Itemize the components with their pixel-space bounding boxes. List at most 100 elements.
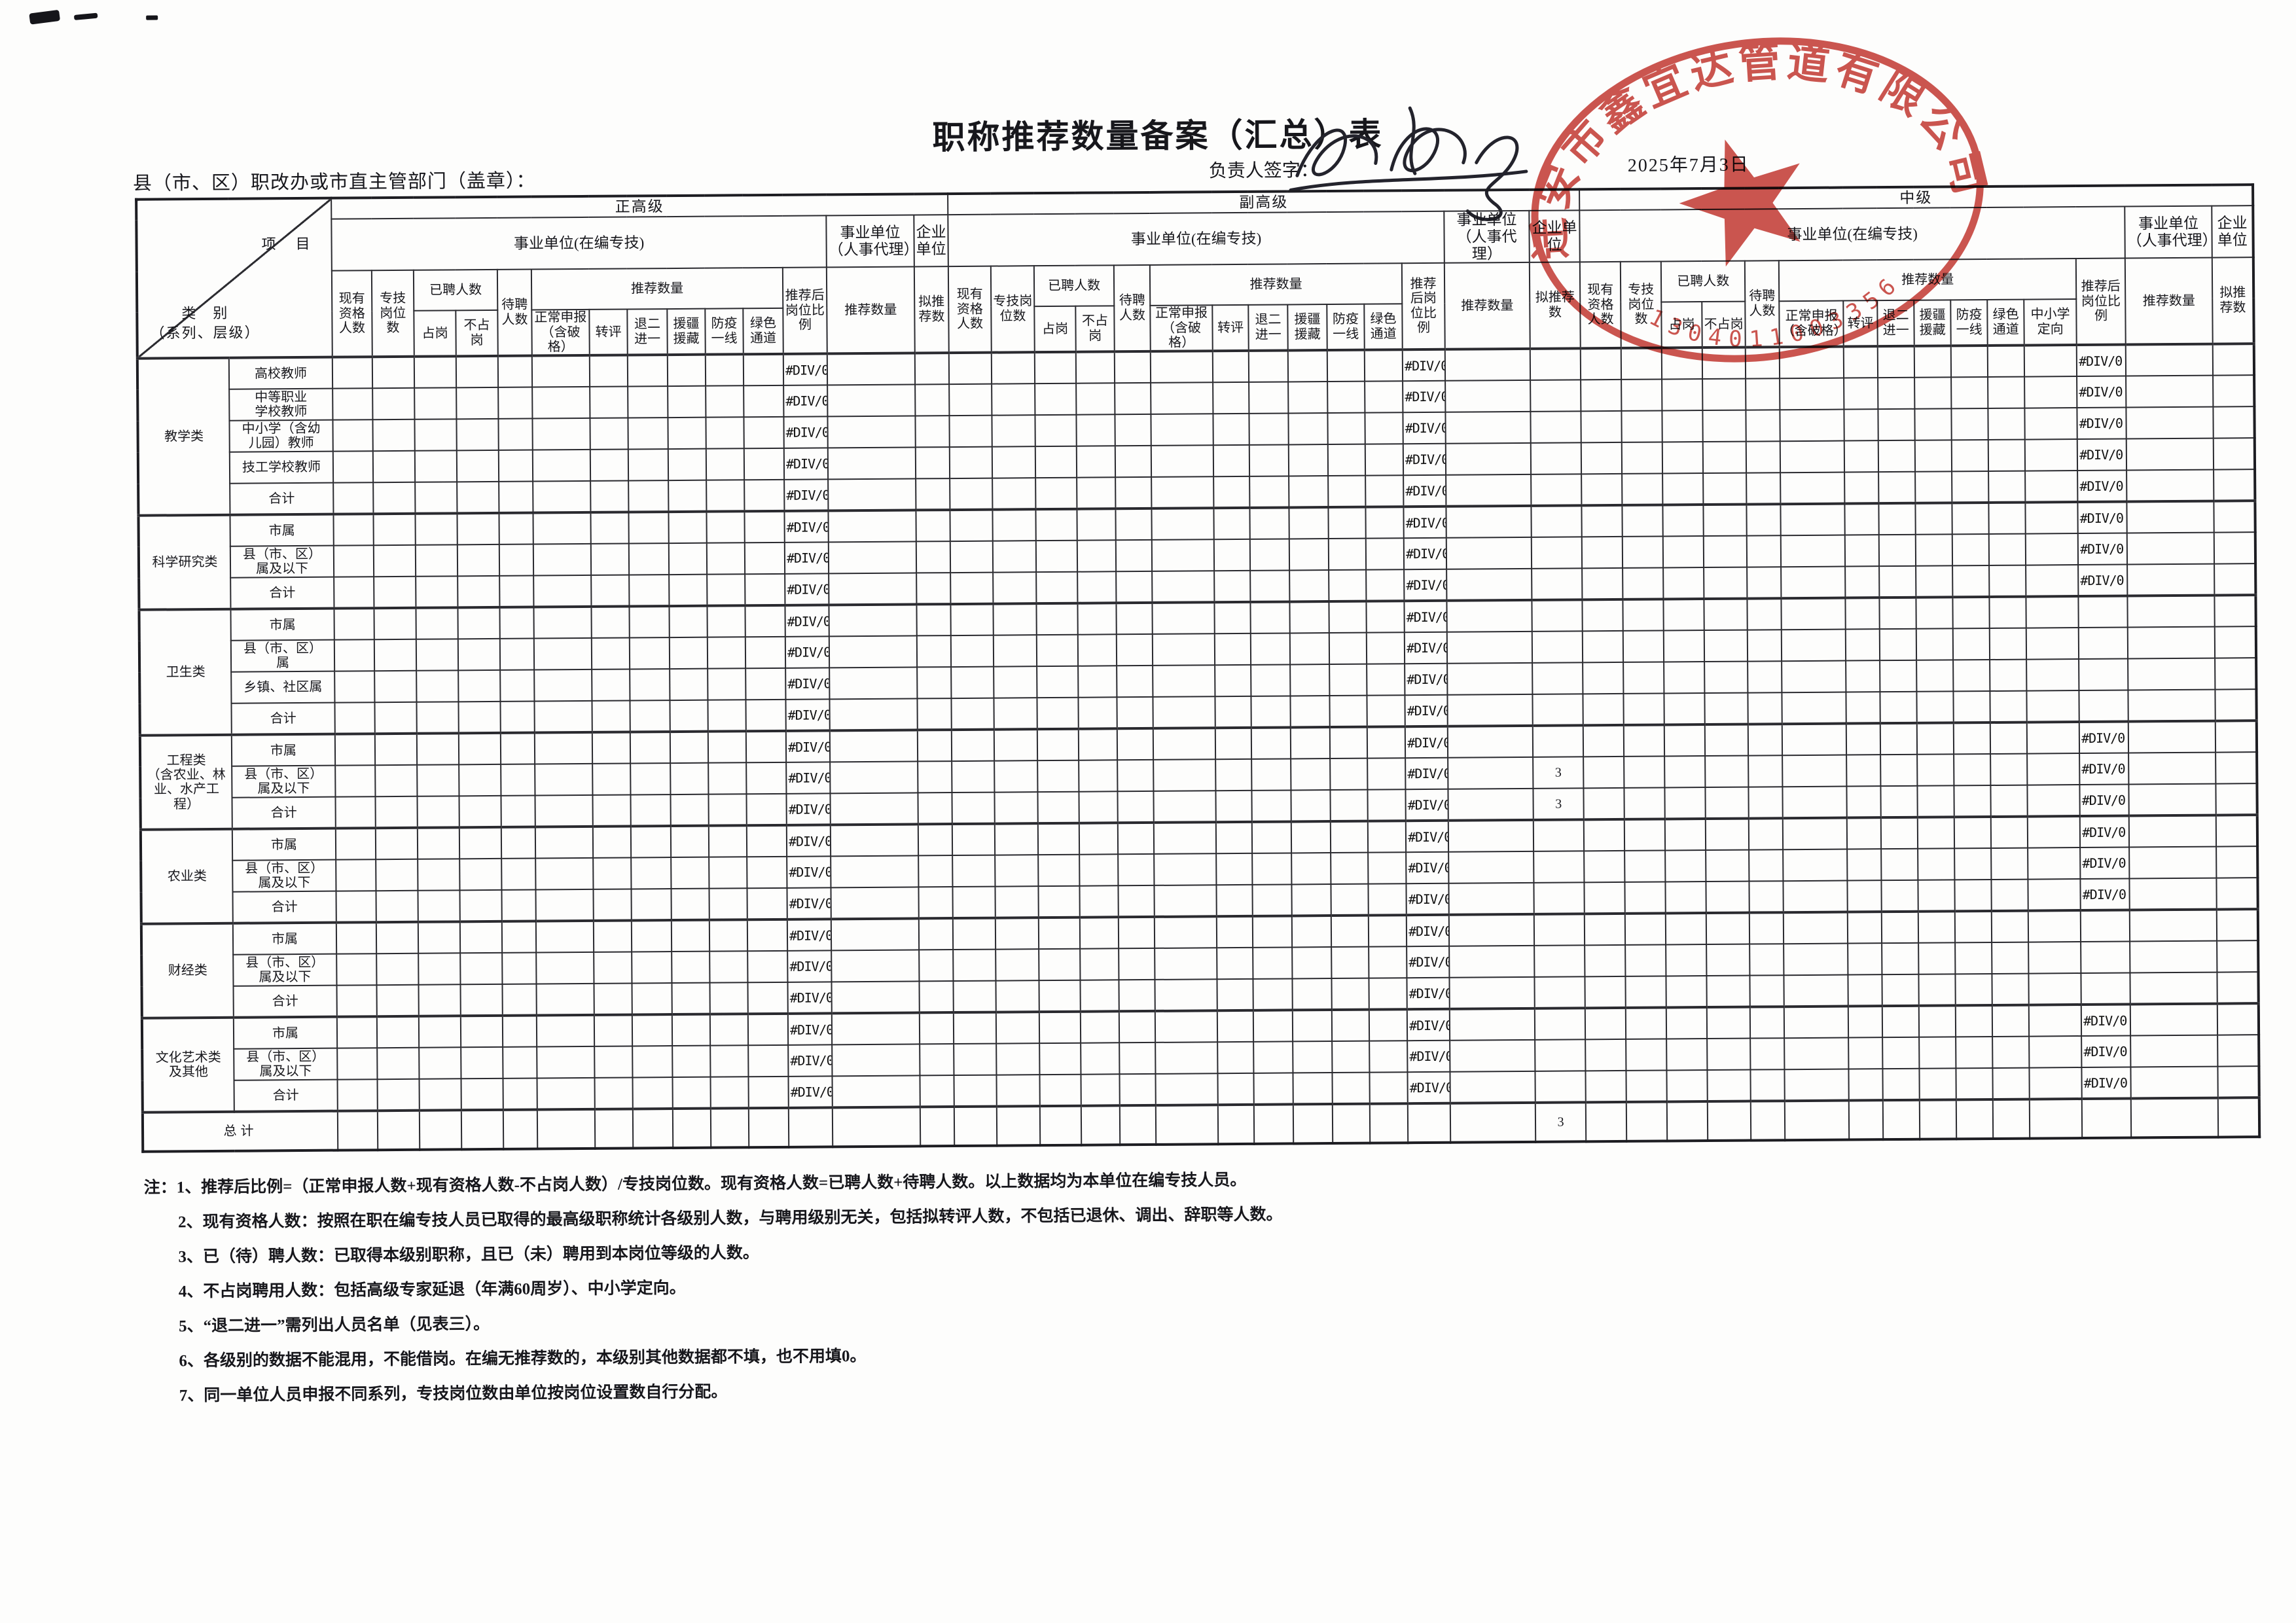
- data-cell-zg: [374, 734, 418, 766]
- data-cell-zg: [746, 794, 787, 826]
- data-cell-zj: [1916, 565, 1953, 598]
- data-cell-zj: [1626, 1101, 1668, 1142]
- data-cell-zj: [1988, 534, 2026, 566]
- data-cell-zj: [1702, 442, 1747, 474]
- data-cell-zg: [672, 1077, 711, 1109]
- data-cell-zg: [672, 1014, 711, 1046]
- data-cell-zj: [2028, 910, 2081, 943]
- data-cell-fg: [1327, 444, 1366, 476]
- data-cell-zj: [2079, 690, 2128, 722]
- data-cell-zg: [334, 702, 375, 735]
- series-cell: 中等职业 学校教师: [229, 389, 333, 421]
- data-cell-zg: [670, 763, 709, 795]
- data-cell-zg: [500, 669, 535, 702]
- data-cell-zj: [1780, 503, 1845, 536]
- data-cell-zj: [1706, 1007, 1751, 1039]
- data-cell-zg: [594, 983, 632, 1016]
- data-cell-zg: [416, 733, 459, 766]
- data-cell-zg: [457, 607, 500, 639]
- data-cell-zj: [2024, 376, 2077, 409]
- data-cell-zj: [2213, 406, 2255, 439]
- data-cell-zj: [2029, 1036, 2082, 1069]
- data-cell-zg: [461, 1079, 503, 1111]
- data-cell-fg: [1290, 696, 1330, 728]
- data-cell-zg: [376, 891, 418, 923]
- data-cell-zg: [832, 1107, 921, 1147]
- data-cell-zj: [1784, 943, 1848, 976]
- data-cell-zg: [501, 889, 536, 922]
- data-cell-fg: [996, 1106, 1041, 1147]
- data-cell-zj: [2028, 847, 2081, 880]
- data-cell-zj: [1706, 944, 1750, 976]
- data-cell-zj: [1663, 630, 1705, 662]
- data-cell-fg: [1249, 444, 1289, 477]
- data-cell-zg: [919, 1012, 954, 1044]
- col-enterprise-rec-zg: 拟推荐数: [914, 266, 949, 353]
- data-cell-fg: [1152, 571, 1215, 603]
- data-cell-fg: [1250, 570, 1290, 603]
- series-cell: 中小学（含幼 儿园）教师: [229, 420, 333, 453]
- col-fangyi-zg: 防疫一线: [705, 308, 744, 355]
- data-cell-zg: [459, 796, 501, 828]
- data-cell-zg: [915, 384, 950, 416]
- data-cell-fg: [1368, 883, 1407, 916]
- data-cell-zg: [336, 1016, 378, 1049]
- inst-public-zg: 事业单位(在编专技): [331, 215, 827, 271]
- data-cell-fg: [1252, 853, 1292, 885]
- data-cell-zj: [1750, 1038, 1785, 1070]
- data-cell-fg: [949, 384, 992, 416]
- data-cell-fg: [1289, 601, 1329, 633]
- data-cell-zj: [1916, 691, 1954, 724]
- data-cell-fg: [1332, 1073, 1370, 1105]
- data-cell-zg: [336, 891, 376, 923]
- col-waiting-fg: 待聘人数: [1113, 265, 1151, 352]
- data-cell-fg: [1155, 1105, 1219, 1145]
- data-cell-zj: [2128, 815, 2217, 847]
- data-cell-fg: [1291, 853, 1331, 885]
- data-cell-zj: [1703, 536, 1748, 568]
- data-cell-fg: [1367, 726, 1406, 759]
- data-cell-zg: [914, 353, 950, 385]
- data-cell-fg: [992, 446, 1036, 479]
- data-cell-fg: [994, 698, 1037, 730]
- col-yuanjiang-zg: 援疆援藏: [667, 308, 706, 355]
- data-cell-zg: [535, 889, 594, 921]
- data-cell-zj: [1844, 503, 1879, 535]
- data-cell-zj: [1955, 1005, 1993, 1037]
- data-cell-fg: [1449, 946, 1535, 978]
- data-cell-fg: [1291, 821, 1331, 853]
- data-cell-zj: [1704, 630, 1748, 662]
- data-cell-zg: #DIV/0!: [783, 448, 829, 480]
- data-cell-zj: [1624, 913, 1666, 946]
- data-cell-zg: [920, 1075, 954, 1107]
- series-cell: 市属: [231, 734, 336, 767]
- data-cell-zj: [1780, 535, 1846, 567]
- data-cell-zg: [535, 795, 593, 827]
- data-cell-zg: [458, 670, 501, 702]
- data-cell-zj: [1846, 660, 1880, 692]
- data-cell-fg: [1078, 666, 1117, 698]
- data-cell-zg: [590, 386, 628, 419]
- col-enterprise-rec-zj: 拟推荐数: [2212, 257, 2254, 345]
- corner-category-label: 类 别 （系列、层级）: [150, 304, 260, 342]
- data-cell-zg: [747, 919, 788, 952]
- data-cell-fg: [1449, 977, 1535, 1010]
- data-cell-fg: [996, 1012, 1040, 1044]
- data-cell-zg: [594, 952, 632, 984]
- data-cell-zg: [919, 981, 954, 1013]
- series-cell: 市属: [230, 609, 334, 641]
- data-cell-zg: [670, 826, 709, 858]
- data-cell-fg: [950, 478, 993, 510]
- data-cell-zg: [457, 544, 500, 577]
- data-cell-fg: [1117, 791, 1154, 823]
- data-cell-zg: [710, 1045, 749, 1078]
- data-cell-zj: [2215, 815, 2258, 847]
- data-cell-fg: [1037, 792, 1079, 824]
- data-cell-zg: [917, 730, 952, 762]
- data-cell-zg: [745, 605, 785, 637]
- data-cell-fg: #DIV/0!: [1405, 664, 1448, 696]
- scan-edge-artifact: [73, 12, 98, 20]
- data-cell-fg: [1330, 821, 1369, 853]
- data-cell-zg: #DIV/0!: [785, 730, 831, 763]
- corner-item-label: 项 目: [261, 235, 313, 253]
